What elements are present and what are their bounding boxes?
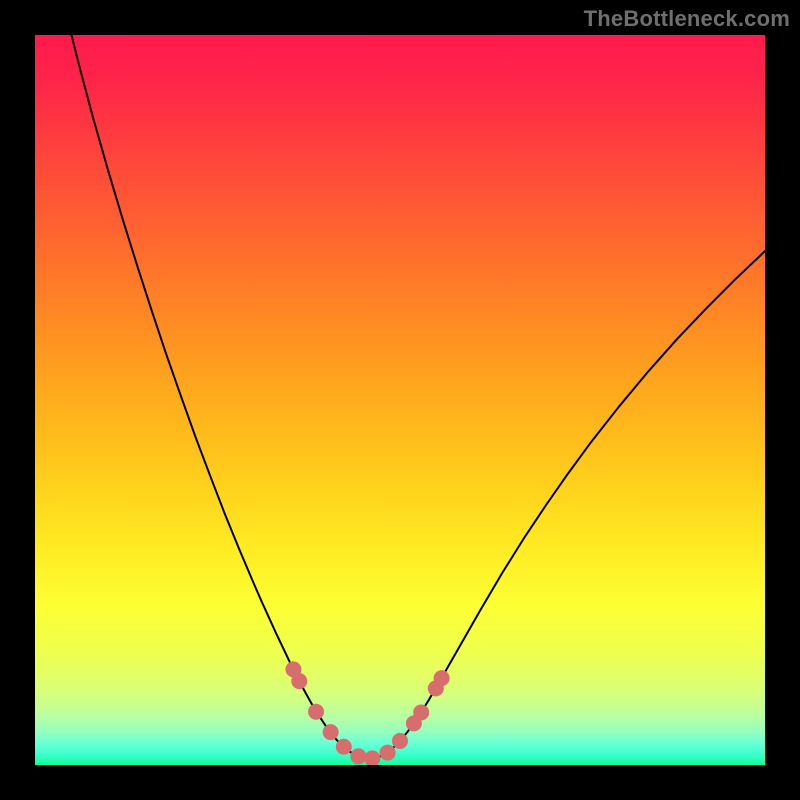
plot-area xyxy=(35,35,765,765)
curve-marker xyxy=(350,748,366,764)
curve-marker xyxy=(308,704,324,720)
watermark-text: TheBottleneck.com xyxy=(584,6,790,32)
curve-marker xyxy=(413,704,429,720)
curve-marker xyxy=(336,739,352,755)
bottleneck-curve-chart xyxy=(35,35,765,765)
curve-marker xyxy=(434,670,450,686)
gradient-background xyxy=(35,35,765,765)
curve-marker xyxy=(291,673,307,689)
curve-marker xyxy=(392,733,408,749)
curve-marker xyxy=(323,724,339,740)
chart-frame: TheBottleneck.com xyxy=(0,0,800,800)
curve-marker xyxy=(380,745,396,761)
